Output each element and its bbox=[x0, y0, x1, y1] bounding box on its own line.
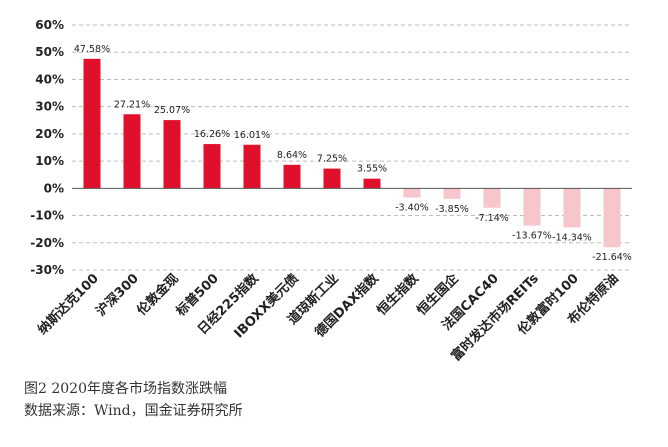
x-tick-label: 沪深300 bbox=[93, 271, 142, 320]
y-tick-label: -30% bbox=[30, 263, 64, 277]
bar bbox=[323, 168, 341, 189]
bar bbox=[243, 144, 261, 189]
bar bbox=[363, 178, 381, 189]
y-tick-label: -10% bbox=[30, 209, 64, 223]
bar bbox=[283, 164, 301, 189]
bar bbox=[523, 188, 541, 226]
y-tick-label: 10% bbox=[35, 154, 64, 168]
figure-source: 数据来源：Wind，国金证券研究所 bbox=[24, 403, 243, 419]
y-tick-label: -20% bbox=[30, 236, 64, 250]
x-tick-label: 纳斯达克100 bbox=[35, 271, 102, 338]
data-label: -3.40% bbox=[395, 203, 429, 214]
data-label: 27.21% bbox=[114, 99, 150, 110]
x-tick-label: 伦敦金现 bbox=[134, 271, 182, 319]
data-label: 3.55% bbox=[357, 164, 387, 175]
bar bbox=[83, 58, 101, 189]
data-label: -14.34% bbox=[552, 232, 592, 243]
data-label: -3.85% bbox=[435, 204, 469, 215]
data-label: 16.26% bbox=[194, 129, 230, 140]
bar bbox=[403, 188, 421, 198]
y-tick-label: 60% bbox=[35, 18, 64, 32]
y-tick-label: 50% bbox=[35, 45, 64, 59]
bar bbox=[443, 188, 461, 199]
y-tick-label: 30% bbox=[35, 100, 64, 114]
data-label: 16.01% bbox=[234, 130, 270, 141]
data-label: 47.58% bbox=[74, 44, 110, 55]
data-label: -7.14% bbox=[475, 213, 509, 224]
bar bbox=[603, 188, 621, 248]
data-label: 25.07% bbox=[154, 105, 190, 116]
figure-caption: 图2 2020年度各市场指数涨跌幅 bbox=[24, 381, 227, 397]
data-label: 7.25% bbox=[317, 154, 347, 165]
bar bbox=[163, 120, 181, 189]
y-tick-label: 20% bbox=[35, 127, 64, 141]
bar bbox=[123, 114, 141, 189]
bar bbox=[563, 188, 581, 228]
x-tick-label: 恒生指数 bbox=[374, 270, 423, 319]
y-tick-label: 40% bbox=[35, 72, 64, 86]
bar bbox=[203, 144, 221, 189]
data-label: -13.67% bbox=[512, 231, 552, 242]
data-label: -21.64% bbox=[592, 252, 632, 263]
y-tick-label: 0% bbox=[44, 181, 64, 195]
data-label: 8.64% bbox=[277, 150, 307, 161]
bar bbox=[483, 188, 501, 208]
bar-chart: 60% 50% 40% 30% 20% 10% 0% -10% -20% -30% 47.58% 纳斯… bbox=[30, 18, 632, 364]
